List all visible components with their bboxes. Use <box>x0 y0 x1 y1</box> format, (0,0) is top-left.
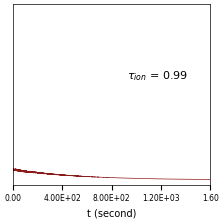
X-axis label: t (second): t (second) <box>87 209 136 219</box>
Text: $\tau_{ion}$ = 0.99: $\tau_{ion}$ = 0.99 <box>127 69 189 83</box>
